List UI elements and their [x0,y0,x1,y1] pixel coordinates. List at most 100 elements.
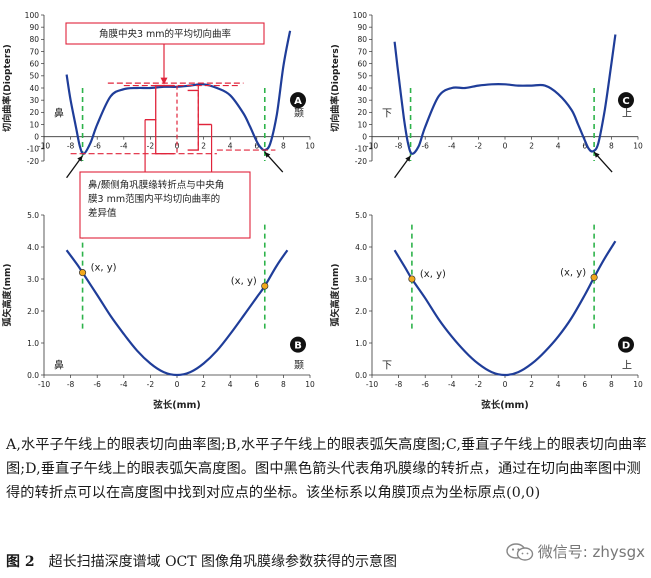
panel-D-left-side-label: 下 [382,361,392,372]
caption-text: A,水平子午线上的眼表切向曲率图;B,水平子午线上的眼表弧矢高度图;C,垂直子午… [6,437,647,501]
annot-top-box-text: 角膜中央3 mm的平均切向曲率 [99,28,232,40]
panel-C-xtick-label: -10 [366,142,378,151]
panel-C-turning-arrowhead [405,155,411,162]
panel-A-xtick-label: 10 [305,142,315,151]
panel-B-xtick-label: 4 [228,380,233,389]
panel-A-xtick-label: -4 [120,142,128,151]
panel-B-xtick-label: 8 [281,380,286,389]
panel-D-data-line [393,240,617,377]
panel-A-ytick-label: 10 [29,120,39,129]
panel-A-ytick-label: 0 [34,132,39,141]
panel-D-xtick-label: 4 [556,380,561,389]
panel-B-data-line [65,249,289,377]
panel-C-ytick-label: 40 [357,84,367,93]
panel-D-point-label: (x, y) [560,267,586,278]
wechat-logo-icon [506,542,533,561]
panel-D-turning-point [408,275,416,283]
panel-B-letter-badge [290,336,306,353]
panel-A-xtick-label: -8 [67,142,75,151]
panel-A-ytick-label: 70 [29,47,39,56]
panel-B-xtick-label: -10 [38,380,50,389]
panel-C-ytick-label: 100 [353,11,368,20]
panel-C-xtick-label: 4 [556,142,561,151]
panel-C-ytick-label: 70 [357,47,367,56]
panel-D-xtick-label: -8 [395,380,403,389]
panel-C-xtick-label: 2 [529,142,534,151]
panel-B-xtick-label: -2 [147,380,155,389]
panel-D-right-side-label: 上 [622,360,632,372]
panel-C-xtick-label: 6 [582,142,587,151]
panel-C-ylabel: 切向曲率(Diopters) [329,44,341,132]
panel-D-ytick-label: 4.0 [355,243,367,252]
figure-title-text: 超长扫描深度谱域 OCT 图像角巩膜缘参数获得的示意图 [48,554,398,570]
panel-A-xtick-label: -2 [147,142,155,151]
panel-B-left-side-label: 鼻 [54,359,64,372]
panel-A-xtick-label: 6 [254,142,259,151]
panel-C-ytick-label: 60 [357,59,367,68]
panel-C-xtick-label: -8 [395,142,403,151]
panel-C-ytick-label: -20 [355,157,367,166]
panel-D-xlabel: 弦长(mm) [481,399,528,411]
panel-C-xtick-label: -6 [421,142,429,151]
panel-A-xtick-label: -10 [38,142,50,151]
panel-B-ytick-label: 5.0 [27,211,39,220]
panel-A-letter: A [294,96,302,107]
annot-bottom-box-text: 差异值 [88,207,117,219]
panel-A-xtick-label: -6 [93,142,101,151]
panel-D-xtick-label: 0 [503,380,508,389]
panel-D-xtick-label: 8 [609,380,614,389]
panel-A-ytick-label: 90 [29,23,39,32]
panel-C-ytick-label: 90 [357,23,367,32]
panel-D-ytick-label: 2.0 [355,307,367,316]
panel-B-xtick-label: -4 [120,380,128,389]
panel-B-point-label: (x, y) [91,263,117,274]
annot-bottom-box-text: 膜3 mm范围内平均切向曲率的 [88,193,220,205]
panel-C-ytick-label: 30 [357,96,367,105]
watermark: 微信号: zhysgx [506,541,645,562]
annot-right-bracket [187,89,212,126]
panel-A-turning-arrowhead [77,155,83,162]
panel-D-ytick-label: 1.0 [355,339,367,348]
panel-A-ylabel: 切向曲率(Diopters) [1,44,13,132]
panel-D-xtick-label: 6 [582,380,587,389]
panel-D-xtick-label: -4 [448,380,456,389]
panel-B-right-side-label: 颞 [294,360,304,372]
panel-A-turning-arrowhead [264,152,271,158]
panel-A-ytick-label: -20 [27,157,39,166]
panel-B-ytick-label: 2.0 [27,307,39,316]
panel-B-ytick-label: 3.0 [27,275,39,284]
panel-D-ytick-label: 5.0 [355,211,367,220]
figure-title: 图 2 超长扫描深度谱域 OCT 图像角巩膜缘参数获得的示意图 [6,551,397,571]
annot-left-bracket-lower [145,118,175,155]
panel-B-xtick-label: -8 [67,380,75,389]
panel-A-right-side-label: 颞 [294,107,304,119]
panel-D-xtick-label: -6 [421,380,429,389]
panel-A-ytick-label: 40 [29,84,39,93]
panel-B-xlabel: 弦长(mm) [153,399,200,411]
panel-C-turning-arrowhead [594,152,600,158]
panel-C-xtick-label: 8 [609,142,614,151]
annot-top-box [65,22,265,45]
panel-D-letter: D [622,340,630,351]
panel-C-right-side-label: 上 [622,107,632,119]
panel-C-xtick-label: 0 [503,142,508,151]
panel-D-turning-point [590,273,598,281]
panel-D-ylabel: 弧矢高度(mm) [329,264,341,327]
panel-D-xtick-label: 2 [529,380,534,389]
figure-caption: A,水平子午线上的眼表切向曲率图;B,水平子午线上的眼表弧矢高度图;C,垂直子午… [6,433,648,505]
annot-top-arrowhead [160,77,168,85]
watermark-text: 微信号: zhysgx [537,543,645,561]
panel-A-xtick-label: 8 [281,142,286,151]
panel-A-xtick-label: 4 [228,142,233,151]
annot-left-bracket [145,84,175,121]
panel-A-xtick-label: 2 [201,142,206,151]
panel-A-xtick-label: 0 [175,142,180,151]
panel-B-xtick-label: 0 [175,380,180,389]
panel-C-ytick-label: 10 [357,120,367,129]
figure-number: 图 2 [6,554,35,570]
panel-C-ytick-label: 50 [357,72,367,81]
panel-B-ytick-label: 0.0 [27,371,39,380]
panel-C-left-side-label: 下 [382,108,392,119]
panel-C-letter-badge [618,92,634,109]
panel-D-letter-badge [618,336,634,353]
